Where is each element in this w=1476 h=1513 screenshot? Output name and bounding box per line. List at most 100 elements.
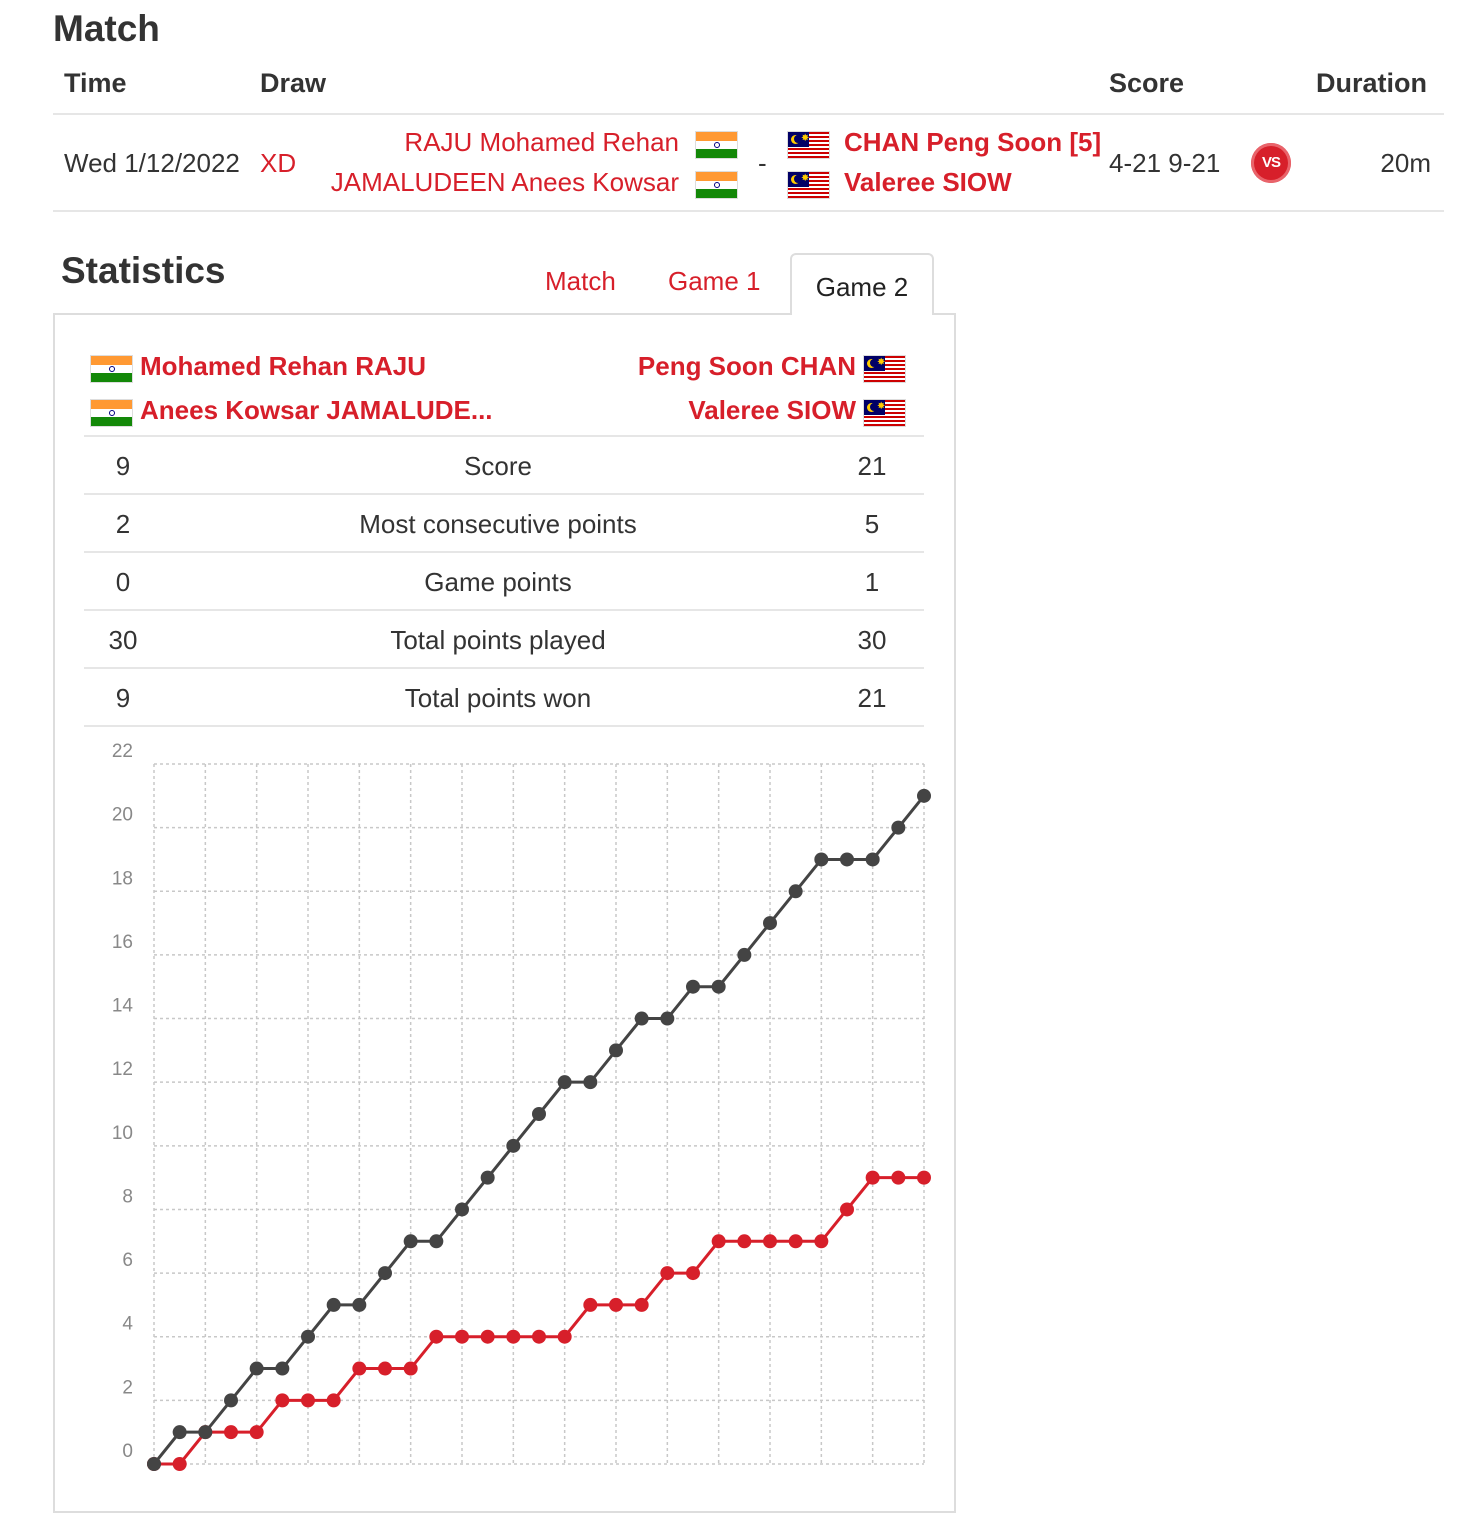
- data-point: [634, 1011, 649, 1026]
- tab-game-1[interactable]: Game 1: [668, 266, 761, 296]
- match-duration: 20m: [1380, 148, 1431, 178]
- india-flag-icon: [91, 356, 132, 382]
- stat-right-value: 5: [864, 509, 880, 539]
- data-point: [378, 1361, 392, 1376]
- data-point: [506, 1138, 521, 1153]
- data-point: [840, 1202, 854, 1217]
- data-point: [301, 1393, 315, 1408]
- data-point: [275, 1361, 290, 1376]
- data-point: [224, 1393, 238, 1408]
- stat-left-value: 9: [115, 683, 131, 713]
- india-flag-icon: [696, 132, 737, 158]
- stat-label: Most consecutive points: [359, 509, 637, 539]
- team-separator: -: [758, 148, 767, 178]
- data-point: [788, 1234, 803, 1249]
- data-point: [917, 788, 931, 803]
- data-point: [737, 947, 752, 962]
- data-point: [147, 1457, 161, 1471]
- data-point: [660, 1011, 675, 1026]
- stat-label: Total points played: [390, 625, 606, 655]
- y-tick-label: 18: [112, 868, 133, 889]
- data-point: [763, 916, 777, 931]
- tab-game-2[interactable]: Game 2: [790, 253, 934, 315]
- stat-label: Game points: [424, 567, 572, 597]
- y-tick-label: 22: [112, 741, 133, 762]
- y-tick-label: 14: [112, 996, 134, 1017]
- data-point: [865, 852, 880, 867]
- data-point: [557, 1329, 572, 1344]
- stat-left-value: 30: [108, 625, 138, 655]
- team2-player2-link[interactable]: Valeree SIOW: [844, 167, 1012, 197]
- malaysia-flag-icon: ✸: [788, 132, 829, 158]
- stats-team1-player2-link[interactable]: Anees Kowsar JAMALUDE...: [140, 395, 493, 425]
- data-point: [506, 1329, 521, 1344]
- data-point: [788, 884, 803, 899]
- data-point: [583, 1297, 598, 1312]
- data-point: [429, 1329, 444, 1344]
- stats-divider: [84, 435, 924, 437]
- stats-team2-player2-link[interactable]: Valeree SIOW: [688, 395, 856, 425]
- data-point: [763, 1234, 777, 1249]
- data-point: [429, 1234, 444, 1249]
- team1-player1-link[interactable]: RAJU Mohamed Rehan: [404, 127, 679, 157]
- stats-team1-player1-link[interactable]: Mohamed Rehan RAJU: [140, 351, 427, 381]
- data-point: [660, 1266, 675, 1281]
- data-point: [326, 1393, 341, 1408]
- stat-left-value: 0: [115, 567, 131, 597]
- data-point: [480, 1329, 495, 1344]
- header-score: Score: [1109, 68, 1185, 98]
- stat-right-value: 21: [857, 451, 887, 481]
- vs-icon[interactable]: VS: [1251, 143, 1291, 183]
- stats-divider: [84, 551, 924, 553]
- data-point: [249, 1361, 264, 1376]
- stat-left-value: 9: [115, 451, 131, 481]
- stat-right-value: 1: [864, 567, 880, 597]
- row-divider: [53, 210, 1444, 212]
- data-point: [249, 1425, 264, 1440]
- data-point: [352, 1297, 367, 1312]
- stats-divider: [84, 667, 924, 669]
- y-tick-label: 0: [122, 1441, 133, 1462]
- data-point: [891, 820, 906, 835]
- data-point: [480, 1170, 495, 1185]
- stats-team2-player1-link[interactable]: Peng Soon CHAN: [637, 351, 856, 381]
- y-tick-label: 2: [122, 1377, 133, 1398]
- team1-player2-link[interactable]: JAMALUDEEN Anees Kowsar: [330, 167, 679, 197]
- y-tick-label: 4: [122, 1314, 133, 1335]
- team2-player1-link[interactable]: CHAN Peng Soon [5]: [844, 127, 1102, 157]
- data-point: [326, 1297, 341, 1312]
- data-point: [224, 1425, 238, 1440]
- header-draw: Draw: [260, 68, 327, 98]
- draw-link[interactable]: XD: [260, 148, 297, 178]
- match-score: 4-21 9-21: [1109, 148, 1221, 178]
- data-point: [634, 1297, 649, 1312]
- statistics-title: Statistics: [61, 250, 226, 291]
- stat-left-value: 2: [115, 509, 131, 539]
- match-title: Match: [53, 8, 160, 49]
- data-point: [737, 1234, 752, 1249]
- data-point: [711, 979, 726, 994]
- stat-right-value: 21: [857, 683, 887, 713]
- data-point: [583, 1075, 598, 1090]
- data-point: [609, 1297, 623, 1312]
- data-point: [711, 1234, 726, 1249]
- header-divider: [53, 113, 1444, 115]
- data-point: [275, 1393, 290, 1408]
- data-point: [455, 1329, 469, 1344]
- data-point: [557, 1075, 572, 1090]
- data-point: [172, 1457, 187, 1471]
- stat-right-value: 30: [857, 625, 887, 655]
- tab-match[interactable]: Match: [545, 266, 616, 296]
- header-duration: Duration: [1316, 68, 1427, 98]
- data-point: [686, 1266, 700, 1281]
- y-tick-label: 16: [112, 932, 133, 953]
- data-point: [814, 1234, 829, 1249]
- data-point: [532, 1107, 546, 1121]
- stats-divider: [84, 725, 924, 727]
- data-point: [891, 1170, 906, 1185]
- data-point: [403, 1234, 418, 1249]
- data-point: [865, 1170, 880, 1185]
- malaysia-flag-icon: ✸: [864, 356, 905, 382]
- series-line: [154, 1176, 924, 1466]
